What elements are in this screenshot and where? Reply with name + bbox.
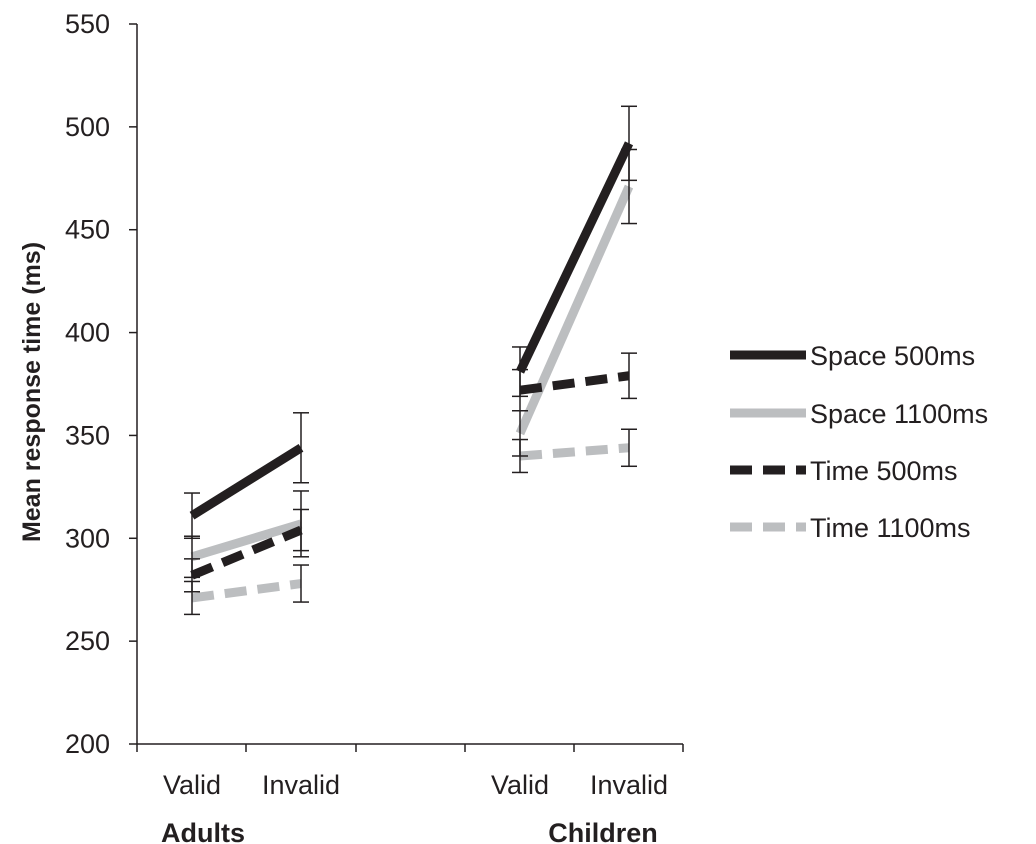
error-bar <box>621 428 637 468</box>
error-bar <box>293 564 309 603</box>
y-tick-label: 450 <box>65 215 110 245</box>
y-tick-label: 500 <box>65 112 110 142</box>
series-line-children <box>519 443 630 461</box>
series-line-adults <box>189 443 304 520</box>
x-group-label: Adults <box>161 818 245 844</box>
labels-layer: Mean response time (ms) Valid Invalid Vali… <box>18 242 668 844</box>
y-tick-label: 300 <box>65 523 110 553</box>
series-time-1100ms <box>191 443 630 603</box>
x-category-label: Valid <box>163 770 221 800</box>
x-category-label: Valid <box>491 770 549 800</box>
series-space-1100ms <box>190 184 634 562</box>
x-group-label: Children <box>548 818 658 844</box>
error-bar <box>621 352 637 400</box>
legend-item: Time 500ms <box>730 456 958 486</box>
y-tick-label: 550 <box>65 9 110 39</box>
error-bar <box>184 558 200 593</box>
series-line-children <box>515 141 634 374</box>
legend-label: Space 500ms <box>810 341 975 371</box>
series-time-500ms <box>190 371 630 580</box>
error-bar <box>512 346 528 398</box>
error-bar <box>184 492 200 540</box>
legend-item: Space 500ms <box>730 341 975 371</box>
x-category-label: Invalid <box>590 770 668 800</box>
series-layer <box>184 105 637 616</box>
error-bar <box>293 508 309 552</box>
series-line-adults <box>191 579 302 603</box>
x-category-label: Invalid <box>262 770 340 800</box>
legend: Space 500ms Space 1100ms Time 500ms Time 11… <box>730 341 988 543</box>
legend-label: Time 1100ms <box>810 513 971 543</box>
y-axis-title: Mean response time (ms) <box>18 242 46 542</box>
legend-item: Time 1100ms <box>730 513 971 543</box>
legend-item: Space 1100ms <box>730 399 988 429</box>
series-line-adults <box>190 519 303 562</box>
series-line-children <box>519 371 630 395</box>
error-bar <box>621 105 637 182</box>
y-tick-label: 350 <box>65 420 110 450</box>
series-line-adults <box>190 525 303 580</box>
error-bar <box>293 412 309 484</box>
legend-label: Space 1100ms <box>810 399 988 429</box>
y-tick-label: 400 <box>65 318 110 348</box>
y-tick-label: 200 <box>65 729 110 759</box>
series-line-children <box>515 184 634 436</box>
y-tick-label: 250 <box>65 626 110 656</box>
series-space-500ms <box>189 141 634 520</box>
axes: 200 250 300 350 400 450 500 550 <box>65 9 684 759</box>
legend-label: Time 500ms <box>810 456 958 486</box>
